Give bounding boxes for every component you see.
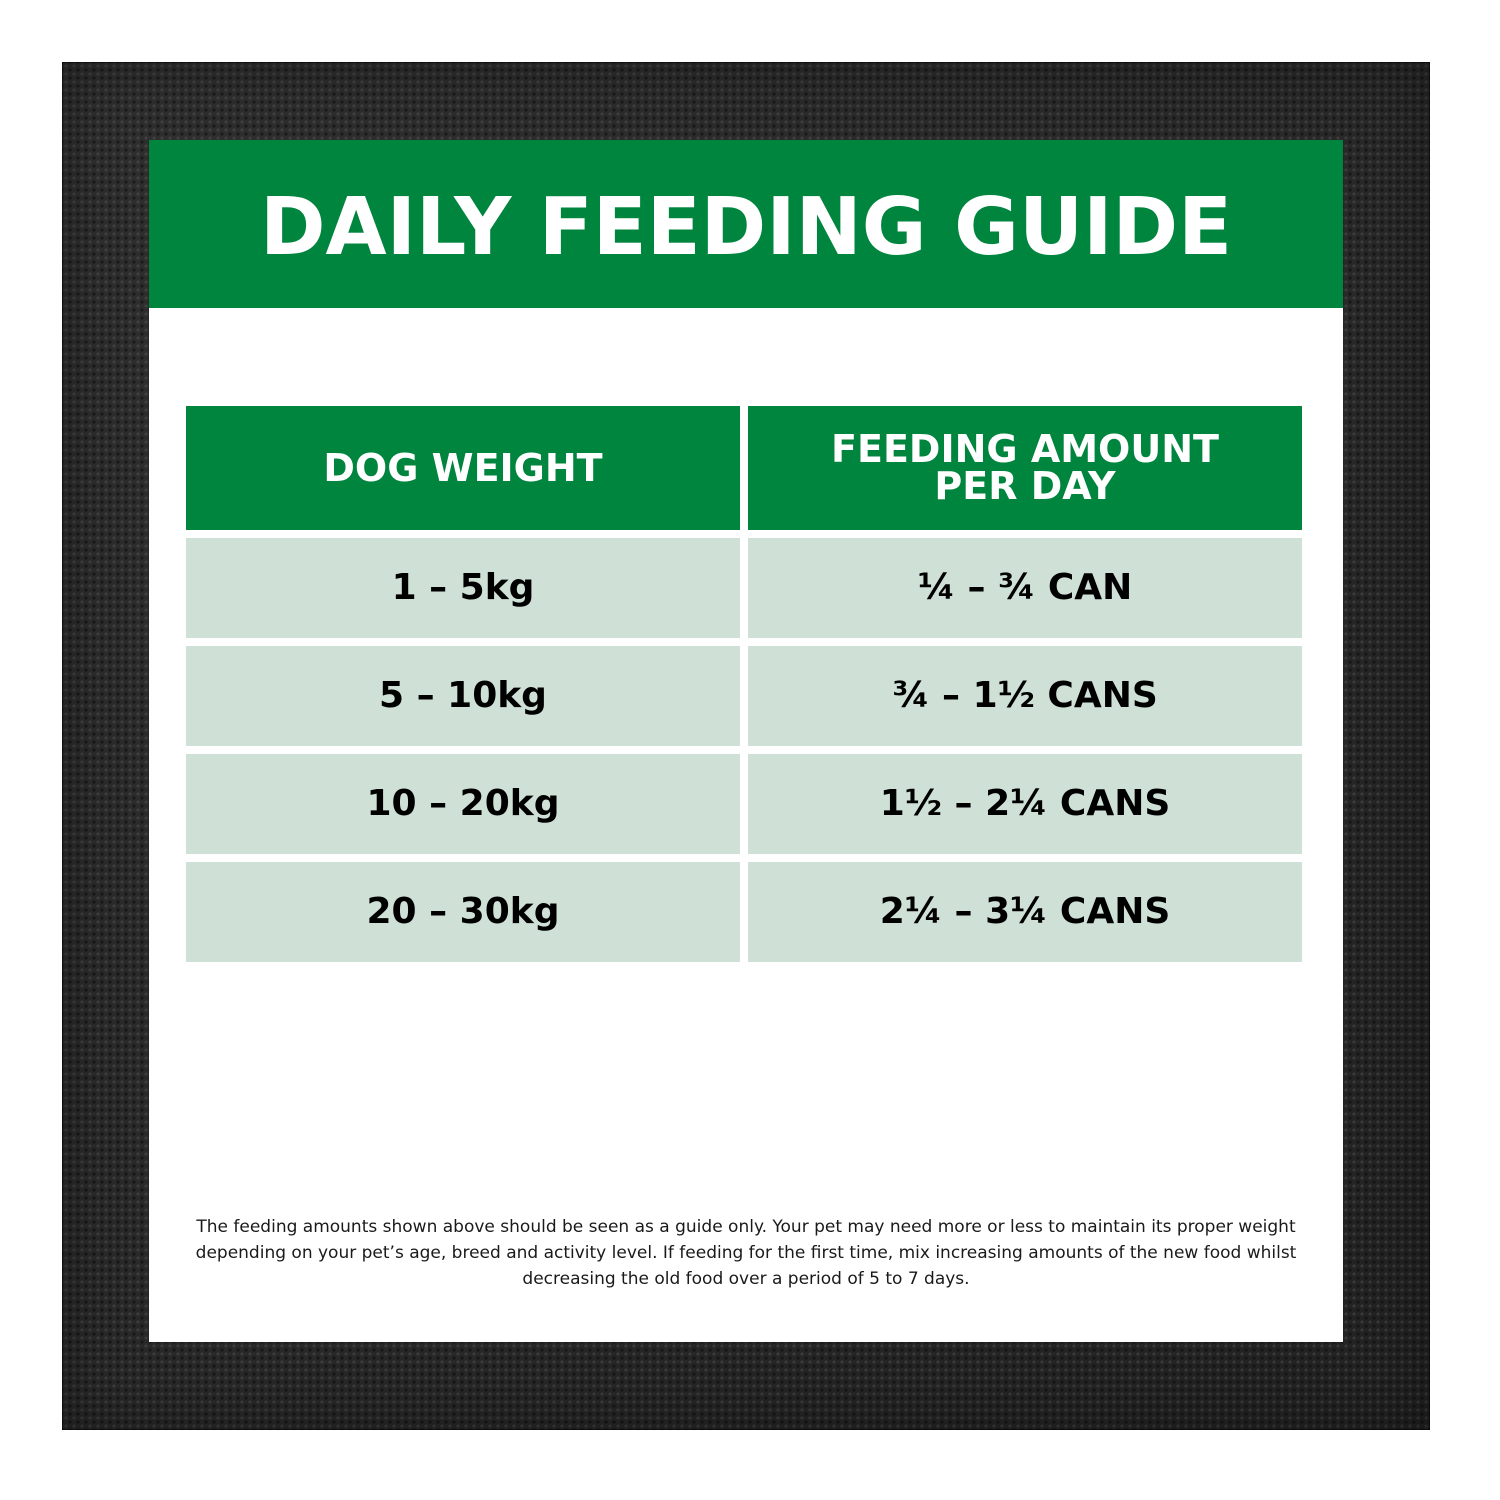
dog-weight-cell: 10 – 20kg: [186, 754, 740, 854]
dog-weight-cell: 1 – 5kg: [186, 538, 740, 638]
feeding-table: DOG WEIGHT FEEDING AMOUNT PER DAY 1 – 5k…: [178, 398, 1310, 970]
table-row: 1 – 5kg ¼ – ¾ CAN: [186, 538, 1302, 638]
feeding-amount-cell: ¾ – 1½ CANS: [748, 646, 1302, 746]
table-row: 20 – 30kg 2¼ – 3¼ CANS: [186, 862, 1302, 962]
feeding-table-header-row: DOG WEIGHT FEEDING AMOUNT PER DAY: [186, 406, 1302, 530]
feeding-guide-card: DAILY FEEDING GUIDE DOG WEIGHT FEEDING A…: [149, 140, 1343, 1342]
dog-weight-cell: 20 – 30kg: [186, 862, 740, 962]
feeding-disclaimer: The feeding amounts shown above should b…: [195, 1217, 1297, 1289]
dog-weight-header: DOG WEIGHT: [186, 406, 740, 530]
feeding-amount-header: FEEDING AMOUNT PER DAY: [748, 406, 1302, 530]
feeding-amount-cell: 2¼ – 3¼ CANS: [748, 862, 1302, 962]
title-banner: DAILY FEEDING GUIDE: [149, 140, 1343, 308]
page-title: DAILY FEEDING GUIDE: [259, 180, 1233, 273]
feeding-amount-header-text: FEEDING AMOUNT PER DAY: [831, 427, 1219, 508]
table-row: 5 – 10kg ¾ – 1½ CANS: [186, 646, 1302, 746]
feeding-amount-cell: 1½ – 2¼ CANS: [748, 754, 1302, 854]
dog-weight-cell: 5 – 10kg: [186, 646, 740, 746]
table-row: 10 – 20kg 1½ – 2¼ CANS: [186, 754, 1302, 854]
feeding-amount-cell: ¼ – ¾ CAN: [748, 538, 1302, 638]
